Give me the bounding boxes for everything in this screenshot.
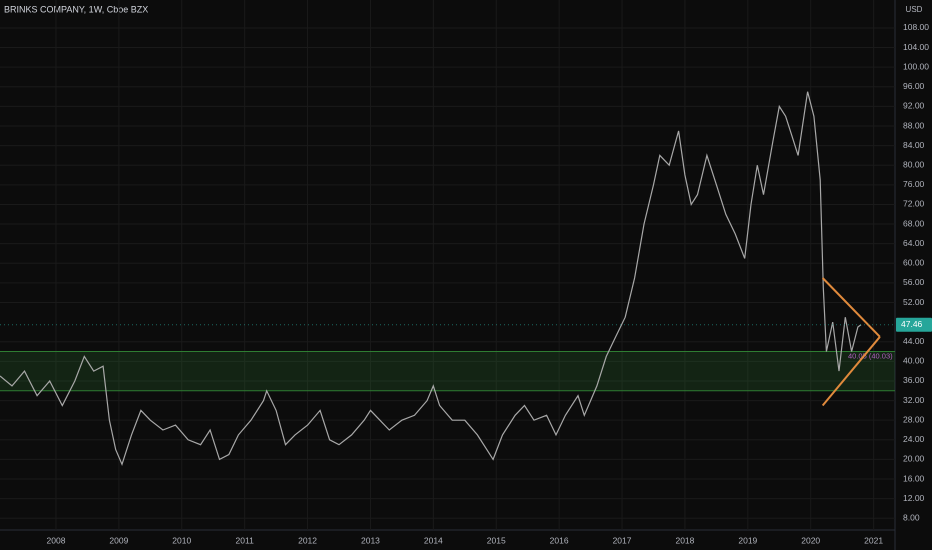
x-tick-label: 2016 — [550, 535, 569, 545]
x-tick-label: 2012 — [298, 535, 317, 545]
x-tick-label: 2013 — [361, 535, 380, 545]
y-tick-label: 96.00 — [903, 81, 925, 91]
y-tick-label: 100.00 — [903, 61, 929, 71]
x-tick-label: 2015 — [487, 535, 506, 545]
y-tick-label: 68.00 — [903, 218, 925, 228]
y-tick-label: 72.00 — [903, 199, 925, 209]
y-tick-label: 64.00 — [903, 238, 925, 248]
x-tick-label: 2010 — [172, 535, 191, 545]
y-tick-label: 36.00 — [903, 375, 925, 385]
y-tick-label: 60.00 — [903, 258, 925, 268]
y-tick-label: 92.00 — [903, 101, 925, 111]
x-tick-label: 2021 — [864, 535, 883, 545]
currency-label: USD — [906, 5, 923, 14]
x-tick-label: 2019 — [738, 535, 757, 545]
x-tick-label: 2020 — [801, 535, 820, 545]
last-price-badge — [896, 317, 932, 332]
trend-line — [821, 336, 881, 407]
y-tick-label: 12.00 — [903, 493, 925, 503]
y-tick-label: 76.00 — [903, 179, 925, 189]
y-tick-label: 20.00 — [903, 454, 925, 464]
x-tick-label: 2011 — [236, 535, 255, 545]
y-tick-label: 8.00 — [903, 512, 920, 522]
x-tick-label: 2018 — [675, 535, 694, 545]
y-tick-label: 56.00 — [903, 277, 925, 287]
y-tick-label: 84.00 — [903, 140, 925, 150]
y-tick-label: 24.00 — [903, 434, 925, 444]
x-tick-label: 2009 — [109, 535, 128, 545]
y-tick-label: 88.00 — [903, 120, 925, 130]
last-price-label: 47.46 — [901, 319, 923, 329]
y-tick-label: 16.00 — [903, 473, 925, 483]
x-tick-label: 2014 — [424, 535, 443, 545]
y-tick-label: 80.00 — [903, 159, 925, 169]
y-tick-label: 52.00 — [903, 297, 925, 307]
support-zone — [0, 351, 895, 391]
level-label: 40.05 (40.03) — [848, 351, 893, 360]
x-tick-label: 2017 — [613, 535, 632, 545]
y-tick-label: 44.00 — [903, 336, 925, 346]
y-tick-label: 32.00 — [903, 395, 925, 405]
y-tick-label: 104.00 — [903, 42, 929, 52]
chart-title: BRINKS COMPANY, 1W, Cboe BZX — [4, 4, 148, 14]
x-tick-label: 2008 — [47, 535, 66, 545]
price-line — [0, 91, 862, 467]
y-tick-label: 28.00 — [903, 414, 925, 424]
y-tick-label: 108.00 — [903, 22, 929, 32]
trend-line — [821, 277, 881, 338]
y-tick-label: 40.00 — [903, 356, 925, 366]
